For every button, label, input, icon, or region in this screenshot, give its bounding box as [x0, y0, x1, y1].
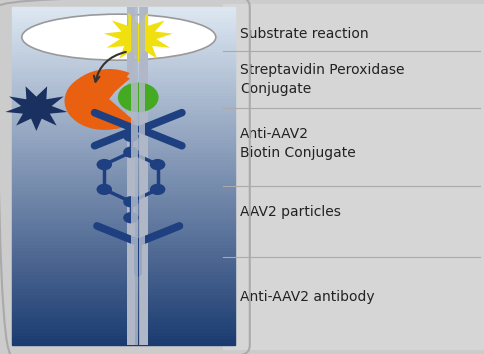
Bar — [12, 166, 235, 169]
Bar — [12, 315, 235, 318]
Bar — [12, 264, 235, 267]
Circle shape — [123, 196, 138, 207]
Circle shape — [150, 159, 165, 170]
Bar — [12, 21, 235, 24]
Bar — [12, 142, 235, 146]
Bar — [12, 38, 235, 41]
Bar — [12, 278, 235, 281]
Bar — [12, 81, 235, 85]
Bar — [140, 7, 148, 345]
Bar — [12, 27, 235, 31]
Bar — [12, 217, 235, 220]
Bar — [12, 295, 235, 298]
Bar — [12, 51, 235, 55]
Bar — [12, 234, 235, 237]
Bar — [12, 78, 235, 81]
Bar — [131, 7, 137, 345]
Bar — [12, 254, 235, 257]
Bar — [12, 325, 235, 328]
Bar — [12, 244, 235, 247]
Bar — [12, 227, 235, 230]
Bar — [12, 68, 235, 71]
Bar — [12, 105, 235, 108]
Bar — [12, 200, 235, 203]
Bar — [12, 139, 235, 142]
Bar — [12, 92, 235, 95]
Bar — [12, 17, 235, 21]
Bar — [12, 48, 235, 51]
Circle shape — [150, 184, 165, 195]
Bar — [12, 213, 235, 217]
Bar — [12, 75, 235, 78]
Text: Anti-AAV2 antibody: Anti-AAV2 antibody — [240, 290, 374, 304]
Bar — [12, 44, 235, 48]
Bar — [12, 162, 235, 166]
Bar — [12, 176, 235, 179]
Bar — [12, 85, 235, 88]
Bar — [12, 206, 235, 210]
Bar — [12, 335, 235, 338]
Text: Streptavidin Peroxidase
Conjugate: Streptavidin Peroxidase Conjugate — [240, 63, 404, 96]
Bar — [12, 220, 235, 223]
Bar — [12, 159, 235, 162]
Bar — [138, 7, 145, 345]
Bar — [12, 186, 235, 190]
Bar — [12, 342, 235, 345]
Bar — [12, 203, 235, 206]
Bar — [12, 321, 235, 325]
Bar — [12, 304, 235, 308]
Bar — [12, 169, 235, 173]
Bar — [12, 11, 235, 14]
Bar — [12, 328, 235, 332]
Bar — [12, 281, 235, 284]
Bar — [12, 251, 235, 254]
Bar — [12, 88, 235, 92]
Bar — [12, 98, 235, 102]
Bar — [12, 183, 235, 186]
Bar — [12, 338, 235, 342]
Bar — [12, 196, 235, 200]
Bar — [12, 64, 235, 68]
Wedge shape — [68, 69, 136, 129]
Bar — [12, 109, 235, 112]
Bar — [12, 308, 235, 312]
Bar — [12, 223, 235, 227]
Bar — [12, 119, 235, 122]
Bar — [12, 288, 235, 291]
Bar — [12, 240, 235, 244]
Bar — [12, 58, 235, 61]
Bar — [12, 156, 235, 159]
Bar — [12, 312, 235, 315]
Bar — [12, 129, 235, 132]
Text: AAV2 particles: AAV2 particles — [240, 205, 340, 219]
Bar — [12, 61, 235, 64]
Bar — [12, 318, 235, 321]
Circle shape — [96, 184, 112, 195]
Circle shape — [96, 159, 112, 170]
Bar — [127, 7, 135, 345]
Bar — [12, 247, 235, 251]
Bar — [12, 125, 235, 129]
Bar — [12, 237, 235, 240]
Bar — [12, 173, 235, 176]
Circle shape — [123, 147, 138, 158]
Bar — [12, 102, 235, 105]
Bar — [12, 193, 235, 196]
Bar — [12, 7, 235, 11]
Bar — [12, 122, 235, 125]
Bar — [12, 136, 235, 139]
Text: Substrate reaction: Substrate reaction — [240, 27, 368, 41]
Bar — [12, 332, 235, 335]
Bar — [12, 284, 235, 288]
Bar — [12, 267, 235, 271]
Bar — [12, 31, 235, 34]
Ellipse shape — [22, 14, 215, 60]
Circle shape — [123, 131, 138, 142]
Wedge shape — [64, 72, 130, 130]
Bar — [12, 71, 235, 75]
Bar — [12, 24, 235, 27]
Bar — [12, 190, 235, 193]
Bar — [12, 112, 235, 115]
Bar — [12, 179, 235, 183]
